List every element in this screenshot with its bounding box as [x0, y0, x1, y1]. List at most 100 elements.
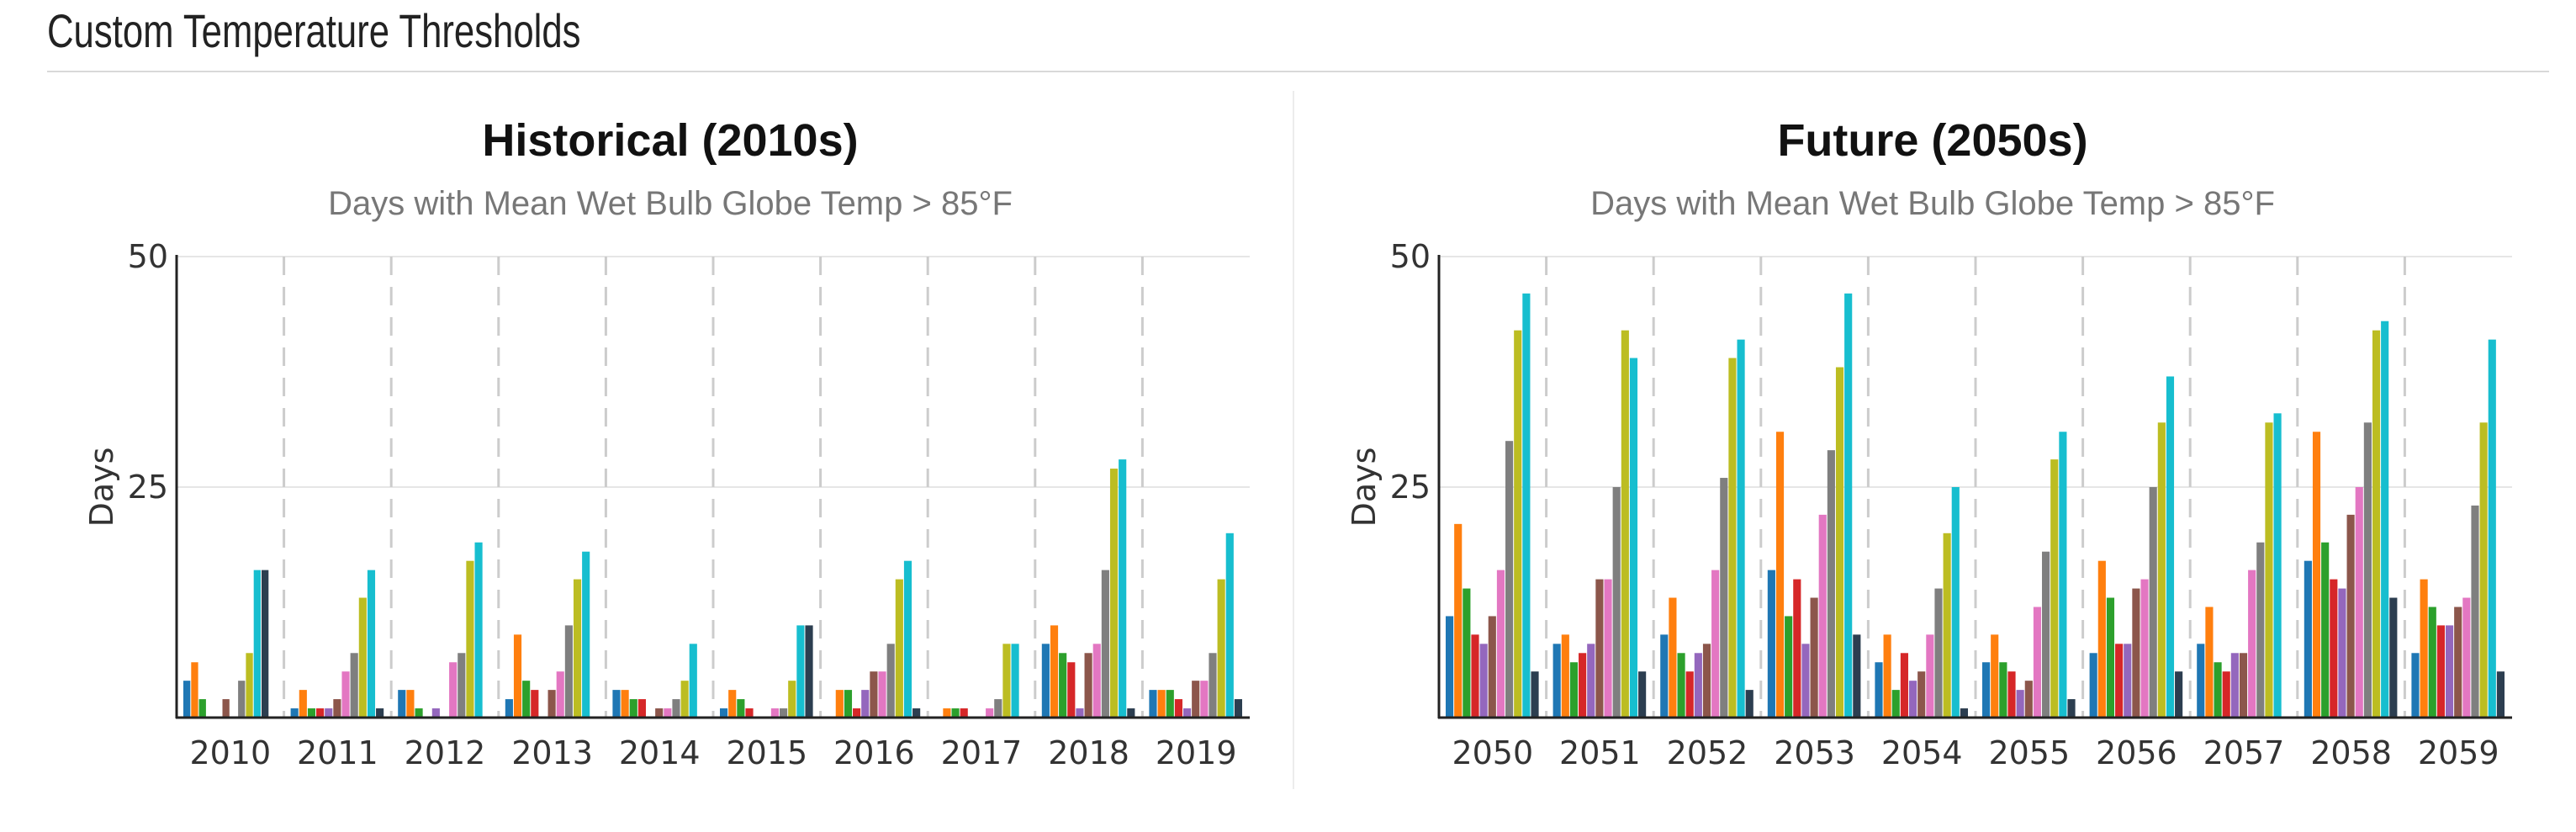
bar: [183, 681, 191, 718]
bar: [1745, 690, 1753, 718]
bar: [458, 653, 466, 718]
bar-group-2054: [1875, 487, 1968, 718]
bar: [2372, 330, 2381, 718]
bar: [2157, 422, 2166, 718]
bar: [994, 699, 1002, 718]
bar: [861, 690, 870, 718]
bar: [2389, 597, 2398, 718]
bar: [246, 653, 253, 718]
bar: [853, 708, 861, 718]
bar: [1157, 690, 1166, 718]
bar: [505, 699, 513, 718]
bar: [1217, 579, 1225, 718]
bar: [2175, 671, 2183, 718]
bar-group-2010: [183, 570, 269, 718]
bar: [513, 634, 522, 718]
x-tick-label: 2012: [405, 734, 486, 771]
bar: [1934, 588, 1943, 718]
bar: [1587, 644, 1595, 718]
bar: [1446, 616, 1454, 718]
bar: [1785, 616, 1793, 718]
bar: [1853, 634, 1861, 718]
bar: [621, 690, 629, 718]
bar: [2411, 653, 2420, 718]
bar: [582, 551, 590, 718]
bar: [406, 690, 415, 718]
bar: [299, 690, 307, 718]
bar: [2214, 662, 2222, 718]
bar: [191, 662, 198, 718]
bar: [1612, 487, 1621, 718]
bar: [1119, 459, 1127, 718]
bar: [1463, 588, 1471, 718]
chart-title: Historical (2010s): [482, 115, 858, 166]
x-tick-label: 2056: [2096, 734, 2177, 771]
bar-group-2013: [505, 551, 590, 718]
bar: [1982, 662, 1991, 718]
bar: [2115, 644, 2124, 718]
bar-group-2057: [2197, 413, 2282, 718]
bar: [680, 681, 689, 718]
x-tick-label: 2019: [1156, 734, 1237, 771]
bar-group-2053: [1767, 293, 1861, 718]
bar: [2496, 671, 2505, 718]
bar: [2265, 422, 2273, 718]
bar: [1002, 644, 1011, 718]
bar: [2471, 505, 2479, 718]
bar: [1827, 450, 1835, 718]
bar: [2239, 653, 2248, 718]
bar-group-2012: [398, 542, 483, 718]
bar: [2256, 542, 2265, 718]
bar: [1561, 634, 1569, 718]
bar-group-2015: [720, 625, 813, 718]
x-tick-label: 2055: [1988, 734, 2070, 771]
bar: [870, 671, 878, 718]
bar-group-2059: [2411, 339, 2505, 718]
bar: [943, 708, 951, 718]
bar: [1067, 662, 1076, 718]
bar: [835, 690, 844, 718]
bar: [2479, 422, 2488, 718]
bar: [1166, 690, 1174, 718]
bar: [341, 671, 350, 718]
bar: [1505, 441, 1514, 718]
y-tick-label: 25: [128, 469, 168, 506]
bar: [1951, 487, 1960, 718]
bar: [2248, 570, 2256, 718]
bar: [629, 699, 637, 718]
bar: [2445, 625, 2454, 718]
y-axis-label: Days: [83, 448, 120, 527]
bar: [1182, 708, 1192, 718]
y-tick-label: 25: [1390, 469, 1431, 506]
x-tick-label: 2016: [833, 734, 915, 771]
bar: [895, 579, 903, 718]
bar: [2488, 339, 2496, 718]
bar: [1059, 653, 1067, 718]
bar: [1728, 358, 1737, 718]
bar: [2106, 597, 2115, 718]
bar: [1737, 339, 1745, 718]
bar: [1471, 634, 1479, 718]
bar: [564, 625, 573, 718]
bar: [1900, 653, 1908, 718]
bar: [573, 579, 582, 718]
bar: [1101, 570, 1109, 718]
bar: [1174, 699, 1182, 718]
bar: [522, 681, 531, 718]
bar: [1835, 367, 1844, 718]
bar: [2024, 681, 2033, 718]
bar: [1775, 432, 1785, 718]
bar: [878, 671, 886, 718]
bar: [290, 708, 299, 718]
bar: [1488, 616, 1496, 718]
bar: [1669, 597, 1677, 718]
bar: [637, 699, 646, 718]
bar: [1891, 690, 1900, 718]
bar: [1076, 708, 1084, 718]
bar-group-2017: [943, 644, 1019, 718]
bar: [655, 708, 664, 718]
bar: [1050, 625, 1059, 718]
bar-group-2014: [612, 644, 697, 718]
bar: [2132, 588, 2140, 718]
bar: [415, 708, 423, 718]
